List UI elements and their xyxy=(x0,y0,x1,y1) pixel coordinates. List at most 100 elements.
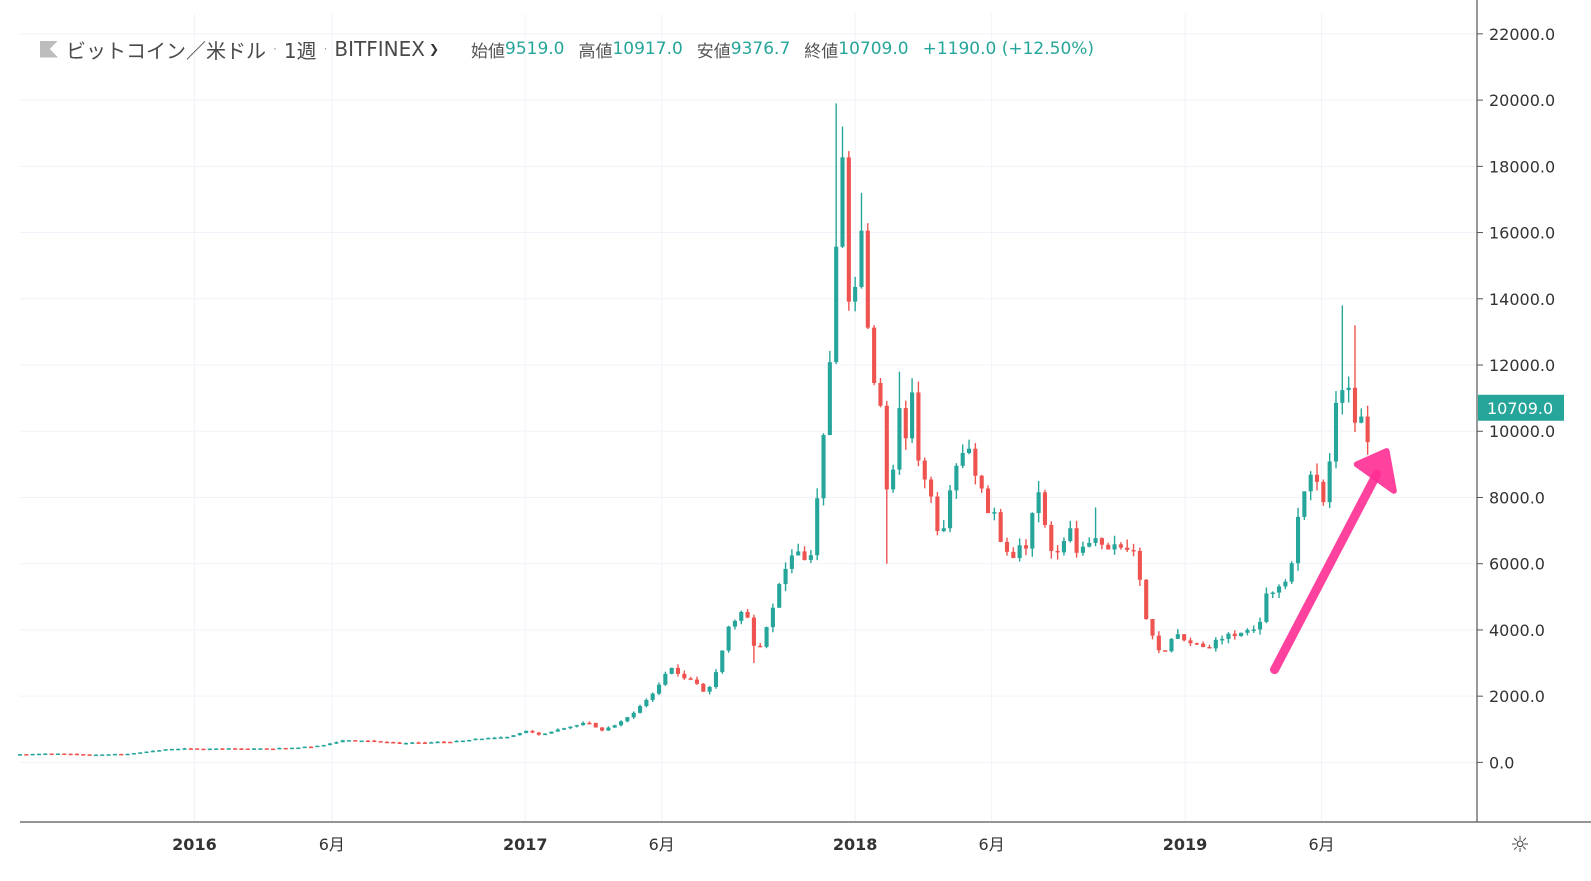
candle-body[interactable] xyxy=(770,607,775,628)
candle-body[interactable] xyxy=(1321,481,1326,503)
candle-body[interactable] xyxy=(732,620,737,627)
candle-body[interactable] xyxy=(625,717,630,722)
candle-body[interactable] xyxy=(682,673,687,679)
candle-body[interactable] xyxy=(277,747,282,750)
candle-body[interactable] xyxy=(1118,544,1123,548)
candle-body[interactable] xyxy=(157,750,162,752)
candle-body[interactable] xyxy=(1182,634,1187,641)
candle-body[interactable] xyxy=(600,727,605,731)
candle-body[interactable] xyxy=(650,693,655,700)
candle-body[interactable] xyxy=(1061,540,1066,553)
candle-body[interactable] xyxy=(1245,629,1250,633)
candle-body[interactable] xyxy=(701,683,706,692)
candle-body[interactable] xyxy=(1359,416,1364,423)
candle-body[interactable] xyxy=(1150,619,1155,636)
candle-body[interactable] xyxy=(1036,492,1041,514)
chevron-down-icon[interactable]: ❯ xyxy=(428,42,439,56)
candle-body[interactable] xyxy=(1220,638,1225,641)
candle-body[interactable] xyxy=(1093,538,1098,543)
candle-body[interactable] xyxy=(517,733,522,736)
candle-body[interactable] xyxy=(81,754,86,756)
candle-body[interactable] xyxy=(346,740,352,742)
candle-body[interactable] xyxy=(897,408,902,470)
candle-body[interactable] xyxy=(112,753,117,756)
candle-body[interactable] xyxy=(1352,387,1358,423)
candle-body[interactable] xyxy=(846,157,851,302)
candle-body[interactable] xyxy=(1258,621,1263,630)
candle-body[interactable] xyxy=(264,748,269,750)
candle-body[interactable] xyxy=(410,742,415,744)
candle-body[interactable] xyxy=(492,737,497,740)
candle-body[interactable] xyxy=(745,611,750,618)
candle-body[interactable] xyxy=(1333,402,1339,462)
candle-body[interactable] xyxy=(353,740,358,742)
candle-body[interactable] xyxy=(359,740,364,743)
candle-body[interactable] xyxy=(948,490,953,529)
candle-body[interactable] xyxy=(239,748,244,750)
settings-gear-icon[interactable]: ☼ xyxy=(1510,833,1530,858)
candle-body[interactable] xyxy=(340,740,345,743)
candle-body[interactable] xyxy=(473,738,478,741)
candle-body[interactable] xyxy=(796,551,801,556)
candle-body[interactable] xyxy=(815,498,820,556)
candle-body[interactable] xyxy=(1314,474,1320,482)
candle-body[interactable] xyxy=(1194,643,1199,645)
candle-body[interactable] xyxy=(62,753,67,756)
candle-body[interactable] xyxy=(403,742,408,745)
candle-body[interactable] xyxy=(1213,639,1218,649)
candle-body[interactable] xyxy=(220,748,225,750)
candle-body[interactable] xyxy=(840,157,845,247)
candle-body[interactable] xyxy=(479,738,484,741)
candle-body[interactable] xyxy=(195,748,200,750)
candle-body[interactable] xyxy=(188,748,193,750)
candle-body[interactable] xyxy=(922,460,927,480)
candle-body[interactable] xyxy=(1106,544,1111,550)
candle-body[interactable] xyxy=(574,725,579,727)
candle-body[interactable] xyxy=(378,741,383,743)
candle-body[interactable] xyxy=(865,230,870,328)
candle-body[interactable] xyxy=(966,448,972,454)
candle-body[interactable] xyxy=(435,741,440,744)
candle-body[interactable] xyxy=(100,754,105,756)
candle-body[interactable] xyxy=(985,488,991,514)
candle-body[interactable] xyxy=(612,725,617,728)
candle-body[interactable] xyxy=(1289,563,1294,582)
candle-body[interactable] xyxy=(998,512,1003,542)
candle-body[interactable] xyxy=(163,749,168,751)
candle-body[interactable] xyxy=(1156,635,1161,651)
candle-body[interactable] xyxy=(960,453,965,466)
candle-body[interactable] xyxy=(290,747,295,750)
candle-body[interactable] xyxy=(87,754,92,756)
candle-body[interactable] xyxy=(562,728,567,730)
candle-body[interactable] xyxy=(1251,629,1256,631)
candle-body[interactable] xyxy=(1277,586,1282,593)
candle-body[interactable] xyxy=(283,747,288,750)
candle-body[interactable] xyxy=(1169,638,1174,652)
candle-body[interactable] xyxy=(1308,474,1313,492)
candle-body[interactable] xyxy=(1144,579,1149,620)
candle-body[interactable] xyxy=(758,645,763,648)
candle-body[interactable] xyxy=(802,551,807,560)
candle-body[interactable] xyxy=(1099,538,1104,545)
candle-body[interactable] xyxy=(1087,542,1092,547)
candle-body[interactable] xyxy=(941,528,946,532)
flag-icon[interactable] xyxy=(40,40,58,58)
candle-body[interactable] xyxy=(1283,581,1288,587)
candle-body[interactable] xyxy=(315,745,320,748)
symbol-legend[interactable]: ビットコイン／米ドル · 1週 · BITFINEX ❯ 始値 9519.0 高… xyxy=(40,34,1094,64)
candle-body[interactable] xyxy=(910,392,915,439)
candle-body[interactable] xyxy=(1042,492,1048,525)
candle-body[interactable] xyxy=(555,729,560,732)
candle-body[interactable] xyxy=(884,405,889,490)
candle-body[interactable] xyxy=(764,627,769,647)
candle-body[interactable] xyxy=(694,679,700,684)
candle-body[interactable] xyxy=(777,584,782,608)
candle-body[interactable] xyxy=(321,745,326,747)
candle-body[interactable] xyxy=(454,740,459,743)
candle-body[interactable] xyxy=(296,747,301,749)
candle-body[interactable] xyxy=(631,712,636,718)
candle-body[interactable] xyxy=(581,722,586,726)
candle-body[interactable] xyxy=(30,753,35,756)
candle-body[interactable] xyxy=(1340,390,1345,403)
